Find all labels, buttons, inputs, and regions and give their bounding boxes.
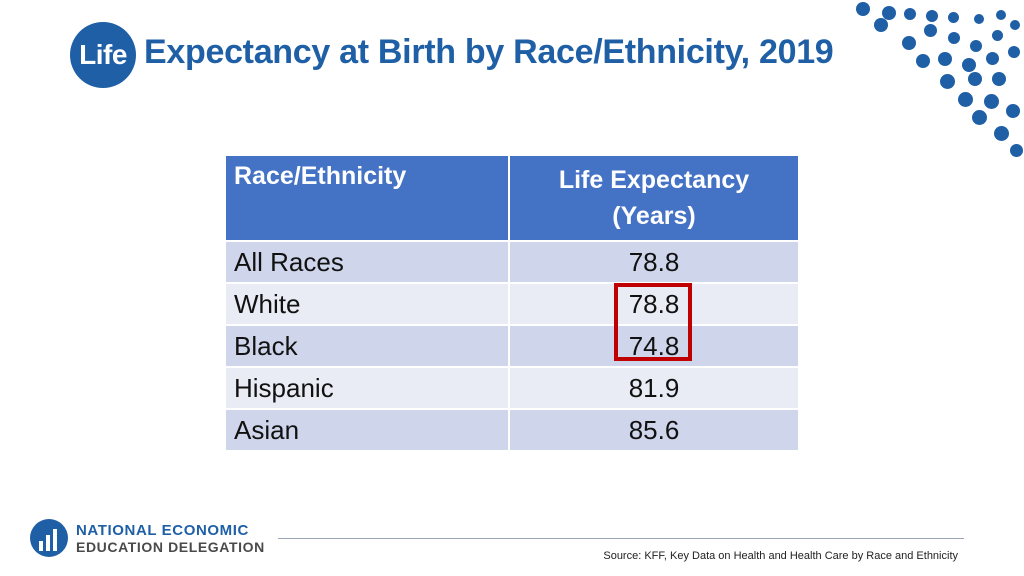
decorative-dots: [840, 0, 1024, 170]
table-header-row: Race/Ethnicity Life Expectancy (Years): [226, 156, 798, 241]
header-life-expectancy: Life Expectancy (Years): [509, 156, 798, 241]
row-group: Asian: [226, 408, 510, 450]
row-value: 78.8: [509, 240, 798, 283]
page-title: Expectancy at Birth by Race/Ethnicity, 2…: [144, 33, 834, 71]
table-row: Hispanic 81.9: [226, 366, 798, 409]
logo-line2: EDUCATION DELEGATION: [76, 539, 265, 555]
header-life-expectancy-line1: Life Expectancy: [558, 166, 750, 194]
need-logo: NATIONAL ECONOMIC EDUCATION DELEGATION: [30, 517, 270, 561]
source-note: Source: KFF, Key Data on Health and Heal…: [603, 550, 958, 562]
source-prefix: Source: KFF,: [603, 550, 667, 562]
source-text: Key Data on Health and Health Care by Ra…: [670, 550, 958, 562]
header-life-expectancy-line2: (Years): [612, 202, 696, 230]
row-group: White: [226, 282, 510, 325]
table-row: Black 74.8: [226, 324, 798, 367]
footer-divider: [278, 538, 964, 539]
table-row: All Races 78.8: [226, 240, 798, 283]
logo-line1: NATIONAL ECONOMIC: [76, 522, 249, 539]
title-badge: Life: [70, 22, 136, 88]
row-group: Hispanic: [226, 366, 510, 409]
header-race-ethnicity: Race/Ethnicity: [226, 156, 510, 241]
table-row: White 78.8: [226, 282, 798, 325]
table-row: Asian 85.6: [226, 408, 798, 450]
row-group: All Races: [226, 240, 510, 283]
highlight-box: [614, 283, 692, 361]
life-expectancy-table: Race/Ethnicity Life Expectancy (Years) Al…: [226, 156, 798, 450]
row-value: 81.9: [509, 366, 798, 409]
title-badge-text: Life: [79, 39, 127, 70]
logo-mark-icon: [30, 519, 68, 557]
row-value: 78.8: [509, 282, 798, 325]
row-value: 85.6: [509, 408, 798, 450]
row-group: Black: [226, 324, 510, 367]
